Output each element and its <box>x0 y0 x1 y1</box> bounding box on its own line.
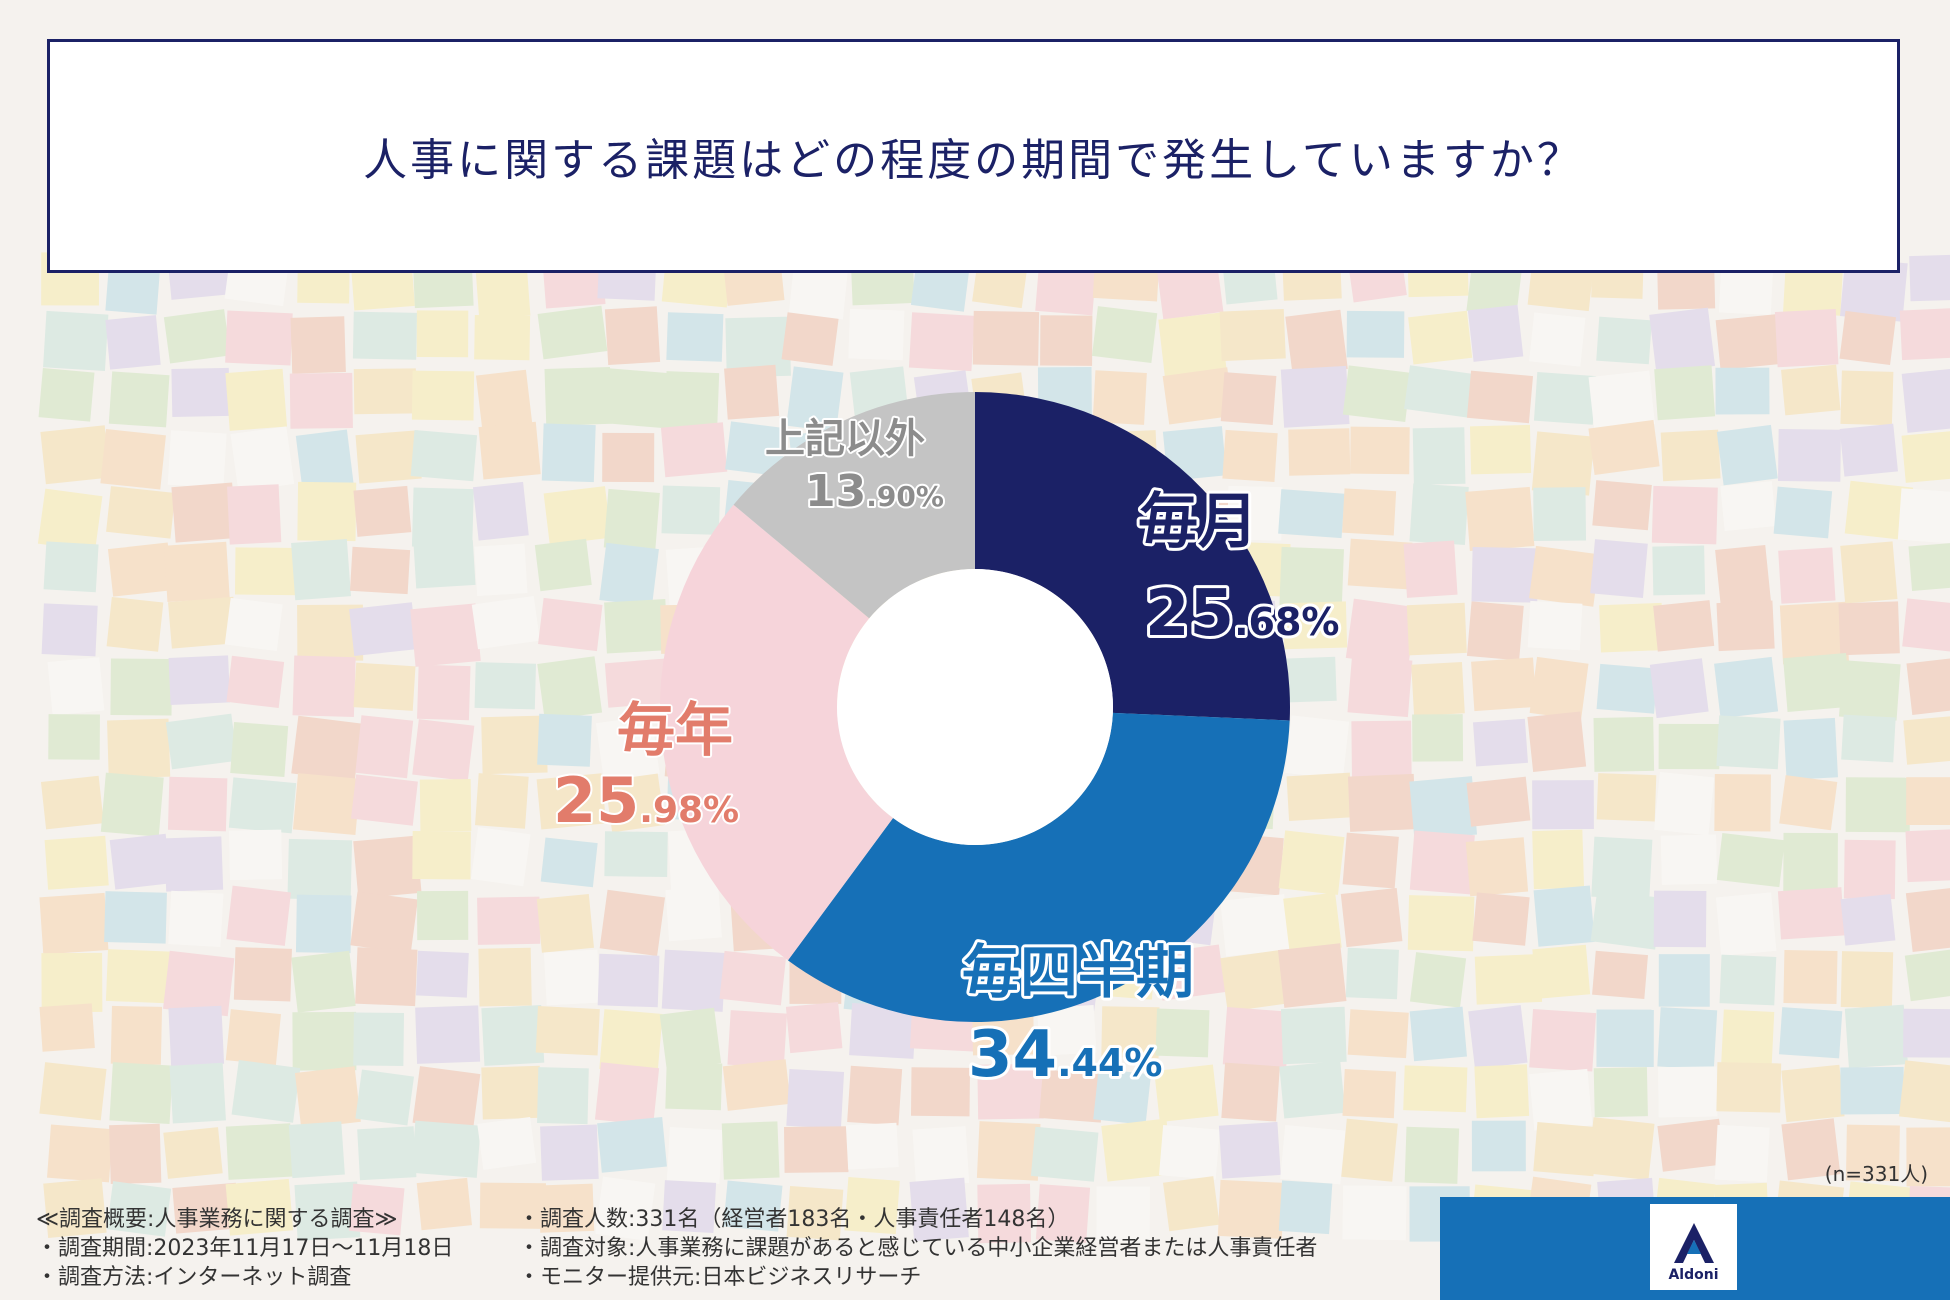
label-monthly-value: 25.68% <box>1145 577 1339 651</box>
slice-yearly <box>660 504 894 961</box>
slice-quarterly <box>787 712 1290 1022</box>
survey-method: ・調査方法:インターネット調査 <box>36 1265 352 1290</box>
sample-size: (n=331人) <box>1824 1162 1928 1186</box>
label-monthly-name: 毎月 <box>1138 487 1258 557</box>
label-other-value-int: 13 <box>805 466 866 517</box>
label-yearly-value-int: 25 <box>553 764 639 837</box>
label-quarterly-name: 毎四半期 <box>962 938 1194 1006</box>
survey-respondents: ・調査人数:331名（経営者183名・人事責任者148名） <box>518 1207 1070 1232</box>
brand-name: Aldoni <box>1668 1267 1719 1283</box>
label-monthly-value-int: 25 <box>1145 577 1234 651</box>
label-other-value-dec: .90% <box>866 480 944 513</box>
survey-period: ・調査期間:2023年11月17日〜11月18日 <box>36 1236 454 1261</box>
survey-left: ≪調査概要:人事業務に関する調査≫ ・調査期間:2023年11月17日〜11月1… <box>36 1205 453 1292</box>
survey-provider: ・モニター提供元:日本ビジネスリサーチ <box>518 1265 922 1290</box>
label-quarterly-value-dec: .44% <box>1057 1041 1162 1085</box>
label-yearly-value: 25.98% <box>553 764 739 837</box>
survey-heading: ≪調査概要:人事業務に関する調査≫ <box>36 1207 398 1232</box>
label-other-value: 13.90% <box>805 466 944 517</box>
label-quarterly-value-int: 34 <box>968 1018 1057 1092</box>
label-quarterly-value: 34.44% <box>968 1018 1162 1092</box>
label-other-name: 上記以外 <box>765 416 925 462</box>
survey-target: ・調査対象:人事業務に課題があると感じている中小企業経営者または人事責任者 <box>518 1236 1318 1261</box>
brand-logo: Aldoni <box>1650 1204 1737 1290</box>
slice-monthly <box>975 392 1290 721</box>
label-monthly-value-dec: .68% <box>1234 600 1339 644</box>
title-box: 人事に関する課題はどの程度の期間で発生していますか？ <box>47 39 1900 273</box>
slice-other <box>733 392 975 619</box>
chart-title: 人事に関する課題はどの程度の期間で発生していますか？ <box>363 135 1584 186</box>
aldoni-logo-icon <box>1673 1223 1714 1263</box>
survey-right: ・調査人数:331名（経営者183名・人事責任者148名） ・調査対象:人事業務… <box>518 1205 1317 1292</box>
label-yearly-value-dec: .98% <box>639 790 739 831</box>
donut-hole <box>837 569 1113 845</box>
label-yearly-name: 毎年 <box>617 696 733 764</box>
